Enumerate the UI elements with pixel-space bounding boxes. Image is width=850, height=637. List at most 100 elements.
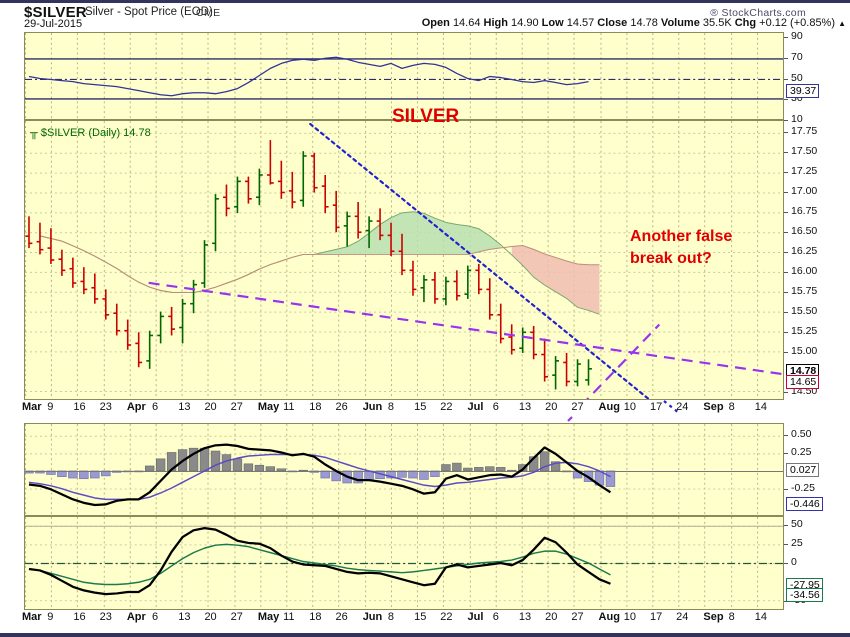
- date-tick-label: 18: [309, 611, 322, 623]
- ohlc-bar: [398, 233, 406, 276]
- axis-tick: [784, 544, 788, 546]
- quote-value: 14.90: [511, 17, 539, 29]
- date-tick-label: May: [257, 401, 280, 413]
- macd-histogram-bar: [144, 465, 155, 472]
- header-divider: [0, 0, 850, 3]
- macd-histogram-bar: [232, 458, 243, 472]
- axis-tick: [784, 57, 788, 59]
- ohlc-bar: [234, 176, 241, 214]
- axis-tick: [784, 525, 788, 527]
- ohlc-bar: [508, 324, 516, 355]
- ohlc-bar: [168, 306, 176, 336]
- date-tick-label: 14: [754, 611, 768, 623]
- axis-tick: [784, 192, 788, 193]
- axis-tick: [784, 452, 788, 454]
- quote-value: 14.78: [630, 17, 658, 29]
- date-tick-label: 9: [47, 401, 54, 413]
- macd-histogram-bar: [605, 470, 616, 487]
- ppo-panel: [24, 516, 784, 610]
- date-tick-label: 17: [649, 611, 663, 623]
- macd-histogram-bar: [496, 467, 506, 472]
- ohlc-bar: [486, 278, 494, 320]
- macd-histogram-bar: [68, 470, 78, 479]
- axis-tick: [784, 252, 788, 253]
- date-tick-label: 6: [492, 611, 499, 623]
- ohlc-bar: [354, 202, 362, 239]
- ohlc-bar: [102, 289, 110, 320]
- date-tick-label: 8: [387, 401, 395, 413]
- y-axis-label: 90: [791, 30, 803, 43]
- ohlc-bar: [146, 330, 154, 369]
- date-tick-label: Jul: [467, 401, 484, 413]
- ohlc-bar: [376, 208, 384, 241]
- macd-histogram-bar: [243, 463, 254, 472]
- ohlc-bar: [47, 228, 55, 264]
- date-tick-label: 27: [571, 611, 584, 623]
- date-tick-label: Apr: [126, 611, 146, 623]
- axis-tick: [784, 272, 788, 273]
- macd-histogram-bar: [46, 470, 56, 475]
- price-legend: ╥ $SILVER (Daily) 14.78: [30, 127, 151, 139]
- date-tick-label: 16: [73, 611, 86, 623]
- ohlc-bar: [58, 249, 66, 276]
- date-tick-label: Mar: [22, 611, 42, 623]
- ohlc-bar: [310, 152, 318, 193]
- axis-tick: [784, 152, 788, 153]
- y-axis-label: 15.75: [791, 285, 818, 297]
- date-tick-label: 27: [230, 401, 243, 413]
- ohlc-bar: [321, 175, 329, 214]
- ohlc-bar: [431, 271, 439, 304]
- date-tick-label: Jun: [362, 611, 383, 623]
- date-tick-label: 20: [545, 401, 558, 413]
- macd-histogram-bar: [408, 470, 418, 479]
- price-legend-label: $SILVER (Daily) 14.78: [40, 127, 151, 139]
- ohlc-bar: [519, 327, 527, 353]
- note-annotation-line1: Another false: [630, 228, 733, 245]
- date-tick-label: 11: [283, 401, 295, 413]
- date-tick-label: 20: [545, 611, 558, 623]
- date-tick-label: 27: [571, 401, 584, 413]
- date-tick-label: 13: [178, 611, 191, 623]
- y-axis-label: 15.00: [791, 345, 818, 357]
- rsi-plot: [25, 33, 783, 119]
- date-tick-label: 26: [335, 401, 348, 413]
- ohlc-bar: [343, 211, 351, 247]
- axis-tick: [784, 489, 788, 491]
- value-callout: -0.446: [786, 497, 823, 512]
- macd-histogram-bar: [550, 461, 561, 472]
- price-date-axis: Mar 9 16 23 Apr 6 13 20 27 May 11 18 26 Jun 8 15 22 Jul 6 1…: [22, 401, 850, 419]
- note-annotation-line2: break out?: [630, 250, 712, 267]
- y-axis-label: 15.50: [791, 305, 818, 317]
- ohlc-bar: [25, 216, 33, 249]
- quote-value: 14.64: [452, 17, 481, 29]
- date-tick-label: 22: [440, 401, 453, 413]
- macd-histogram-bar: [188, 447, 199, 472]
- y-axis-label: 15.25: [791, 325, 818, 337]
- quote-label: Low: [541, 17, 564, 29]
- macd-histogram-bar: [441, 464, 451, 472]
- ohlc-bar: [574, 359, 581, 387]
- ohlc-bar: [563, 352, 570, 387]
- macd-histogram-bar: [353, 470, 363, 484]
- ohlc-bar: [497, 303, 505, 344]
- ohlc-bar: [387, 222, 395, 257]
- y-axis-label: 17.50: [791, 145, 818, 157]
- ohlc-bar: [212, 194, 219, 252]
- axis-tick: [784, 172, 788, 173]
- macd-histogram-bar: [210, 450, 221, 472]
- quote-value: 14.57: [566, 17, 595, 29]
- date-tick-label: 14: [754, 401, 768, 413]
- macd-histogram-bar: [474, 467, 484, 472]
- y-axis-label: 30: [791, 92, 803, 105]
- date-tick-label: Apr: [126, 401, 146, 413]
- ohlc-bar: [266, 140, 274, 185]
- macd-histogram-bar: [57, 470, 67, 477]
- date-tick-label: Jul: [467, 611, 484, 623]
- date-tick-label: 11: [283, 611, 295, 623]
- ohlc-bar: [190, 279, 197, 314]
- macd-histogram-bar: [517, 464, 528, 472]
- y-axis-label: 0.50: [791, 427, 812, 440]
- rsi-panel: [24, 32, 784, 120]
- macd-histogram-bar: [539, 451, 550, 472]
- date-tick-label: 18: [309, 401, 322, 413]
